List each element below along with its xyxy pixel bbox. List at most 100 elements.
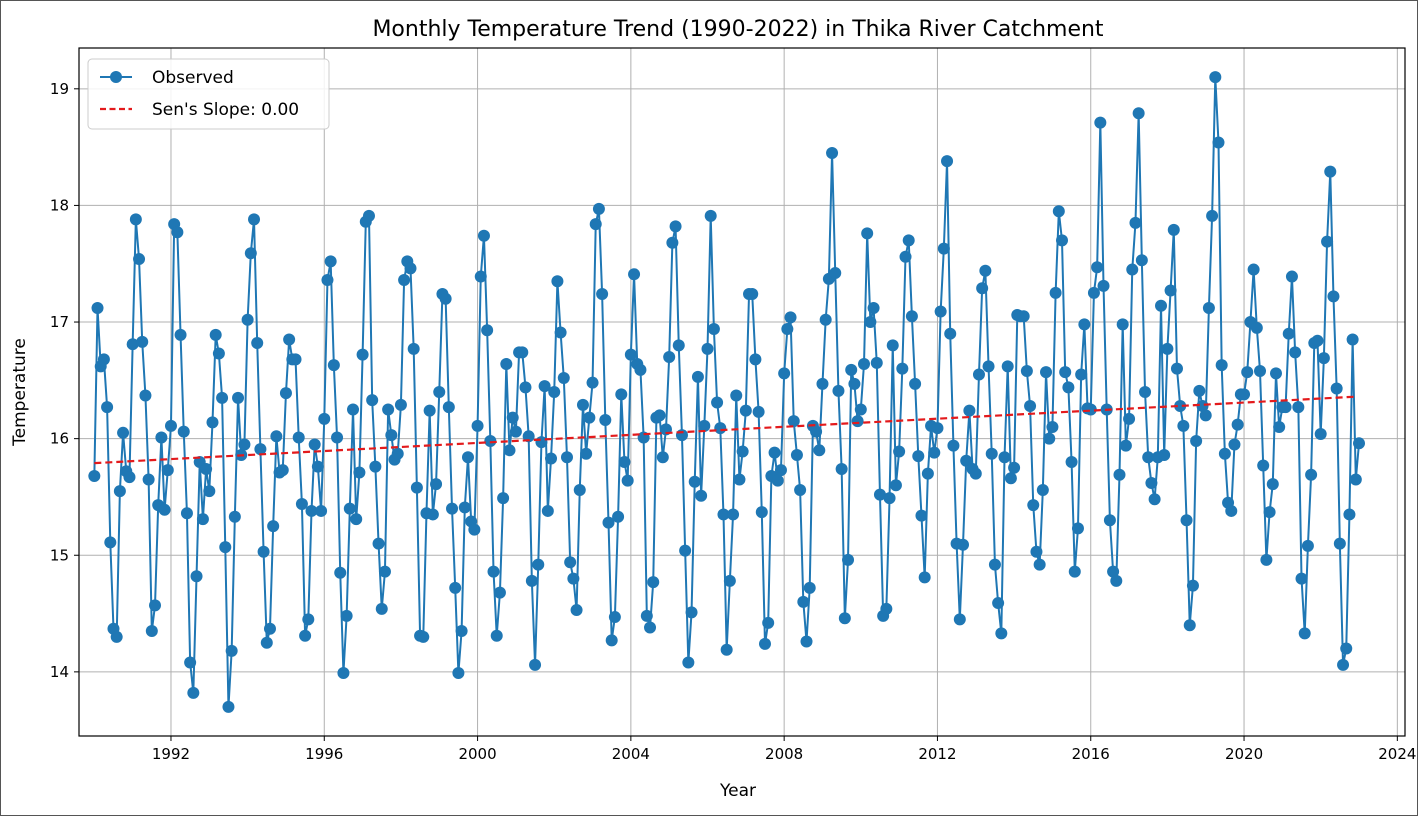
- observed-point: [516, 346, 529, 359]
- observed-point: [567, 572, 580, 585]
- observed-point: [573, 483, 586, 496]
- observed-point: [503, 444, 516, 457]
- observed-point: [688, 475, 701, 488]
- observed-point: [845, 363, 858, 376]
- observed-point: [880, 602, 893, 615]
- observed-point: [797, 595, 810, 608]
- observed-point: [858, 358, 870, 371]
- observed-point: [1349, 473, 1362, 486]
- observed-point: [1068, 565, 1081, 578]
- observed-point: [1046, 420, 1059, 433]
- observed-point: [493, 586, 506, 599]
- observed-point: [244, 247, 257, 260]
- observed-point: [171, 226, 184, 239]
- observed-point: [608, 611, 621, 624]
- observed-point: [1062, 381, 1075, 394]
- observed-point: [209, 328, 222, 341]
- observed-point: [497, 492, 510, 505]
- observed-point: [762, 616, 775, 629]
- observed-point: [1094, 116, 1107, 129]
- observed-point: [957, 538, 969, 551]
- observed-point: [644, 621, 657, 634]
- observed-point: [1266, 478, 1279, 491]
- legend-observed-marker: [110, 71, 122, 83]
- observed-point: [318, 412, 331, 425]
- observed-point: [263, 622, 276, 635]
- observed-point: [618, 455, 631, 468]
- grid-lines: [79, 48, 1405, 736]
- observed-point: [362, 209, 375, 222]
- observed-point: [886, 339, 899, 352]
- observed-point: [1030, 545, 1043, 558]
- observed-point: [1285, 270, 1298, 283]
- observed-point: [206, 416, 219, 429]
- observed-point: [276, 464, 289, 477]
- y-axis-label: Temperature: [10, 338, 30, 447]
- observed-point: [663, 351, 676, 364]
- observed-point: [902, 234, 915, 247]
- observed-point: [695, 489, 708, 502]
- observed-point: [139, 389, 152, 402]
- observed-point: [1126, 263, 1139, 276]
- observed-point: [554, 326, 567, 339]
- observed-point: [260, 636, 273, 649]
- observed-point: [238, 438, 251, 451]
- observed-point: [576, 398, 589, 411]
- observed-point: [545, 452, 558, 465]
- observed-point: [1027, 499, 1040, 512]
- observed-point: [174, 328, 187, 341]
- observed-point: [458, 501, 471, 514]
- observed-point: [733, 473, 746, 486]
- observed-point: [423, 404, 436, 417]
- observed-point: [615, 388, 628, 401]
- observed-point: [1123, 412, 1136, 425]
- y-tick-label: 15: [50, 546, 69, 564]
- observed-point: [1247, 263, 1260, 276]
- observed-point: [931, 422, 944, 435]
- observed-point: [592, 202, 605, 215]
- observed-point: [1017, 310, 1030, 323]
- observed-point: [727, 508, 740, 521]
- observed-point: [1279, 401, 1292, 414]
- observed-point: [1004, 472, 1017, 485]
- observed-point: [634, 363, 647, 376]
- observed-point: [624, 348, 637, 361]
- observed-point: [889, 479, 902, 492]
- observed-point: [944, 327, 957, 340]
- observed-point: [803, 581, 816, 594]
- observed-point: [621, 474, 634, 487]
- observed-point: [88, 469, 101, 482]
- observed-point: [1196, 399, 1209, 412]
- observed-point: [327, 359, 340, 372]
- observed-point: [398, 274, 411, 287]
- observed-point: [410, 481, 423, 494]
- observed-point: [1145, 476, 1158, 489]
- observed-point: [1071, 522, 1084, 535]
- observed-point: [928, 446, 941, 459]
- observed-point: [509, 425, 522, 438]
- observed-point: [404, 262, 417, 275]
- observed-point: [838, 612, 851, 625]
- observed-point: [832, 384, 845, 397]
- observed-point: [142, 473, 155, 486]
- observed-point: [596, 288, 609, 301]
- observed-point: [1190, 434, 1203, 447]
- observed-point: [883, 492, 896, 505]
- observed-point: [1225, 504, 1238, 517]
- observed-point: [187, 686, 200, 699]
- observed-point: [1164, 284, 1177, 297]
- observed-point: [1314, 427, 1327, 440]
- observed-point: [915, 509, 928, 522]
- observed-point: [583, 411, 596, 424]
- observed-point: [685, 606, 698, 619]
- y-tick-label: 14: [50, 663, 69, 681]
- observed-point: [394, 398, 407, 411]
- observed-point: [829, 267, 842, 280]
- observed-point: [1119, 439, 1132, 452]
- observed-point: [257, 545, 270, 558]
- observed-point: [580, 447, 593, 460]
- observed-point: [867, 302, 880, 315]
- observed-point: [1228, 438, 1241, 451]
- observed-point: [771, 474, 784, 487]
- observed-point: [854, 403, 867, 416]
